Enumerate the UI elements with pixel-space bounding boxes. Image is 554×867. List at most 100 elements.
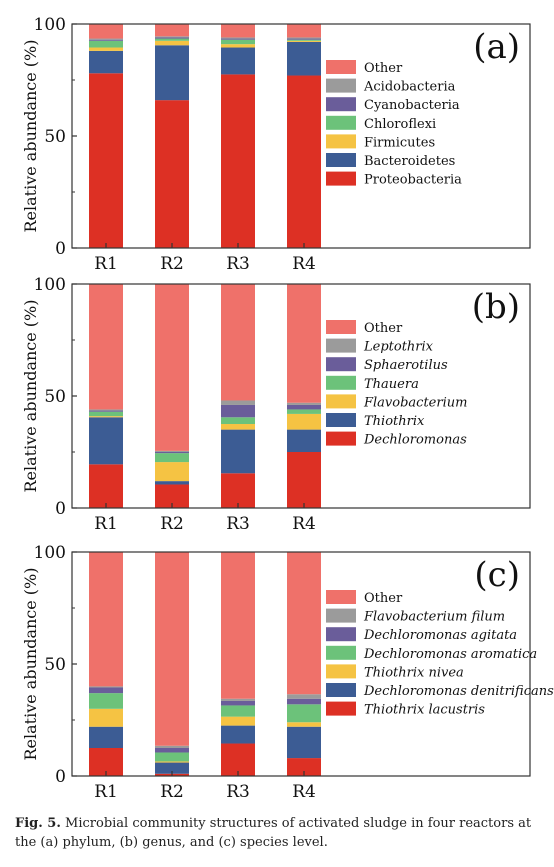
legend-label-3: Dechloromonas agitata: [363, 628, 517, 643]
legend-label-7: Proteobacteria: [364, 173, 462, 188]
bar-segment-r2-2: [155, 481, 189, 485]
bar-segment-r3-4: [221, 705, 255, 717]
legend-label-5: Firmicutes: [364, 135, 435, 150]
bar-segment-r3-6: [221, 37, 255, 39]
bar-segment-r3-7: [221, 284, 255, 401]
bar-segment-r3-7: [221, 24, 255, 38]
bar-segment-r4-3: [287, 722, 321, 727]
chart-panel-2: 0 50 100 R1 R2 R3 R4 Relative abundance (%) (b) O…: [21, 275, 531, 534]
bar-segment-r3-5: [221, 404, 255, 418]
bar-segment-r3-1: [221, 743, 255, 776]
bar-segment-r4-5: [287, 404, 321, 410]
bar-segment-r4-4: [287, 409, 321, 414]
bar-segment-r1-2: [89, 417, 123, 465]
bar-segment-r2-3: [155, 40, 189, 46]
legend-swatch-3: [326, 357, 356, 372]
legend-swatch-1: [326, 60, 356, 74]
y-tick-label: 100: [34, 543, 66, 563]
legend-label-1: Other: [364, 591, 403, 606]
bar-segment-r1-6: [89, 686, 123, 688]
bar-segment-r3-3: [221, 44, 255, 48]
bar-segment-r4-6: [287, 402, 321, 405]
legend-label-7: Dechloromonas: [363, 433, 467, 448]
bar-segment-r4-4: [287, 704, 321, 723]
legend-swatch-2: [326, 78, 356, 93]
bar-segment-r3-2: [221, 429, 255, 474]
caption-label: Fig. 5.: [15, 816, 61, 831]
bar-segment-r1-4: [89, 693, 123, 709]
bar-segment-r1-5: [89, 39, 123, 41]
figure-caption: Fig. 5. Microbial community structures o…: [15, 814, 543, 852]
legend-label-6: Bacteroidetes: [364, 154, 455, 169]
bar-segment-r2-2: [155, 45, 189, 101]
legend-swatch-5: [326, 394, 356, 409]
bar-segment-r4-1: [287, 758, 321, 776]
bar-segment-r1-4: [89, 411, 123, 417]
bar-segment-r3-1: [221, 473, 255, 508]
legend-swatch-2: [326, 338, 356, 353]
bar-segment-r4-1: [287, 75, 321, 249]
y-axis-label: Relative abundance (%): [21, 568, 40, 761]
bar-segment-r1-2: [89, 726, 123, 748]
legend-label-3: Cyanobacteria: [364, 98, 460, 113]
bar-segment-r4-7: [287, 284, 321, 403]
bar-segment-r2-5: [155, 452, 189, 454]
bar-segment-r2-6: [155, 450, 189, 452]
x-tick-label-r3: R3: [226, 514, 250, 534]
bar-segment-r1-5: [89, 410, 123, 412]
y-tick-label: 100: [34, 275, 66, 295]
bar-segment-r2-7: [155, 24, 189, 37]
legend-label-2: Acidobacteria: [363, 80, 456, 95]
bar-segment-r3-7: [221, 552, 255, 699]
bar-segment-r3-1: [221, 74, 255, 249]
bar-segment-r2-3: [155, 462, 189, 482]
x-tick-label-r1: R1: [94, 514, 118, 534]
bar-segment-r1-7: [89, 552, 123, 687]
bar-segment-r2-5: [155, 37, 189, 39]
legend-swatch-7: [326, 171, 356, 186]
bar-segment-r4-2: [287, 41, 321, 76]
y-tick-label: 0: [55, 767, 66, 787]
y-tick-label: 0: [55, 239, 66, 259]
bar-segment-r4-7: [287, 552, 321, 695]
legend-swatch-3: [326, 97, 356, 112]
y-tick-label: 50: [44, 127, 66, 147]
bar-segment-r3-2: [221, 725, 255, 744]
bar-segment-r2-4: [155, 453, 189, 463]
legend-label-2: Leptothrix: [363, 340, 434, 355]
legend-swatch-7: [326, 431, 356, 446]
x-tick-label-r3: R3: [226, 254, 250, 274]
legend-label-6: Dechloromonas denitrificans: [363, 684, 554, 699]
bar-segment-r4-3: [287, 40, 321, 42]
chart-panel-1: 0 50 100 R1 R2 R3 R4 Relative abundance (%) (a) O…: [21, 15, 531, 274]
bar-segment-r2-5: [155, 748, 189, 753]
y-tick-label: 0: [55, 499, 66, 519]
x-tick-label-r4: R4: [292, 514, 316, 534]
bar-segment-r4-5: [287, 698, 321, 705]
bar-segment-r2-4: [155, 38, 189, 41]
y-tick-label: 50: [44, 387, 66, 407]
bar-segment-r1-3: [89, 47, 123, 51]
bar-segment-r2-1: [155, 100, 189, 248]
bar-segment-r2-3: [155, 761, 189, 763]
bar-segment-r3-5: [221, 700, 255, 706]
bar-segment-r3-4: [221, 39, 255, 45]
legend-swatch-6: [326, 153, 356, 167]
bar-segment-r2-6: [155, 745, 189, 748]
bar-segment-r2-7: [155, 552, 189, 746]
y-axis-label: Relative abundance (%): [21, 300, 40, 493]
bar-segment-r1-2: [89, 50, 123, 74]
bar-segment-r3-6: [221, 400, 255, 405]
bar-segment-r3-6: [221, 698, 255, 701]
x-tick-label-r1: R1: [94, 254, 118, 274]
x-tick-label-r4: R4: [292, 782, 316, 802]
legend-label-3: Sphaerotilus: [364, 358, 448, 373]
legend-label-5: Flavobacterium: [363, 395, 467, 410]
bar-segment-r4-1: [287, 452, 321, 508]
legend-label-1: Other: [364, 61, 403, 76]
legend-label-4: Dechloromonas aromatica: [363, 647, 537, 662]
bar-segment-r1-7: [89, 284, 123, 410]
figure-canvas: 0 50 100 R1 R2 R3 R4 Relative abundance (%) (a) O…: [21, 15, 554, 802]
chart-panel-3: 0 50 100 R1 R2 R3 R4 Relative abundance (%) (c) O…: [21, 543, 554, 802]
x-tick-label-r2: R2: [160, 782, 184, 802]
